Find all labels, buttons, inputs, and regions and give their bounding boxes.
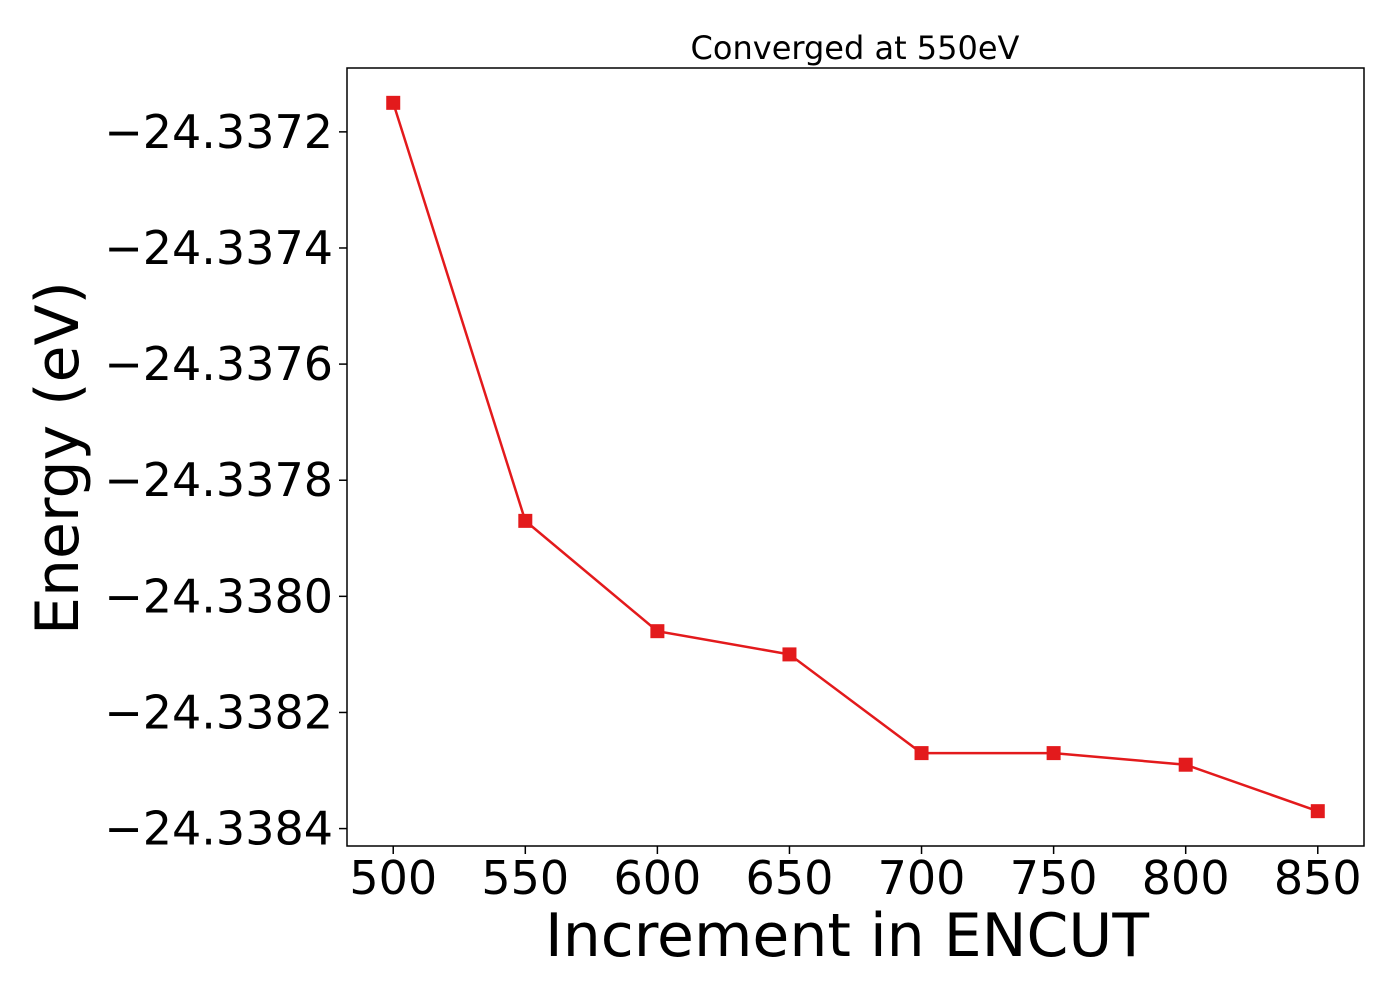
- ticks-layer: 500 550 600 650 700 750 800 850 −24.3372 −24.3374…: [104, 105, 1361, 905]
- y-tick-label: −24.3384: [104, 802, 333, 856]
- chart-title: Converged at 550eV: [691, 29, 1020, 67]
- data-point-marker: [782, 647, 797, 662]
- series-layer: [386, 95, 1325, 819]
- data-point-marker: [518, 513, 533, 528]
- x-axis-label: Increment in ENCUT: [545, 901, 1149, 971]
- y-axis-label: Energy (eV): [23, 281, 93, 635]
- data-point-marker: [650, 624, 665, 639]
- x-tick-label: 750: [1010, 851, 1098, 905]
- series-line: [392, 102, 1319, 813]
- data-point-marker: [1178, 757, 1193, 772]
- plot-frame: [346, 67, 1365, 847]
- x-tick-label: 850: [1274, 851, 1362, 905]
- y-tick-label: −24.3380: [104, 569, 333, 623]
- x-tick-label: 700: [878, 851, 966, 905]
- data-point-marker: [1046, 746, 1061, 761]
- x-tick-label: 650: [746, 851, 834, 905]
- y-tick-label: −24.3376: [104, 337, 333, 391]
- data-point-marker: [914, 746, 929, 761]
- y-tick-label: −24.3372: [104, 105, 333, 159]
- data-point-marker: [1310, 804, 1325, 819]
- x-tick-label: 500: [349, 851, 437, 905]
- x-tick-label: 600: [613, 851, 701, 905]
- x-tick-label: 550: [481, 851, 569, 905]
- y-tick-label: −24.3374: [104, 221, 333, 275]
- data-point-marker: [386, 95, 401, 110]
- y-tick-label: −24.3382: [104, 685, 333, 739]
- y-tick-label: −24.3378: [104, 453, 333, 507]
- x-tick-label: 800: [1142, 851, 1230, 905]
